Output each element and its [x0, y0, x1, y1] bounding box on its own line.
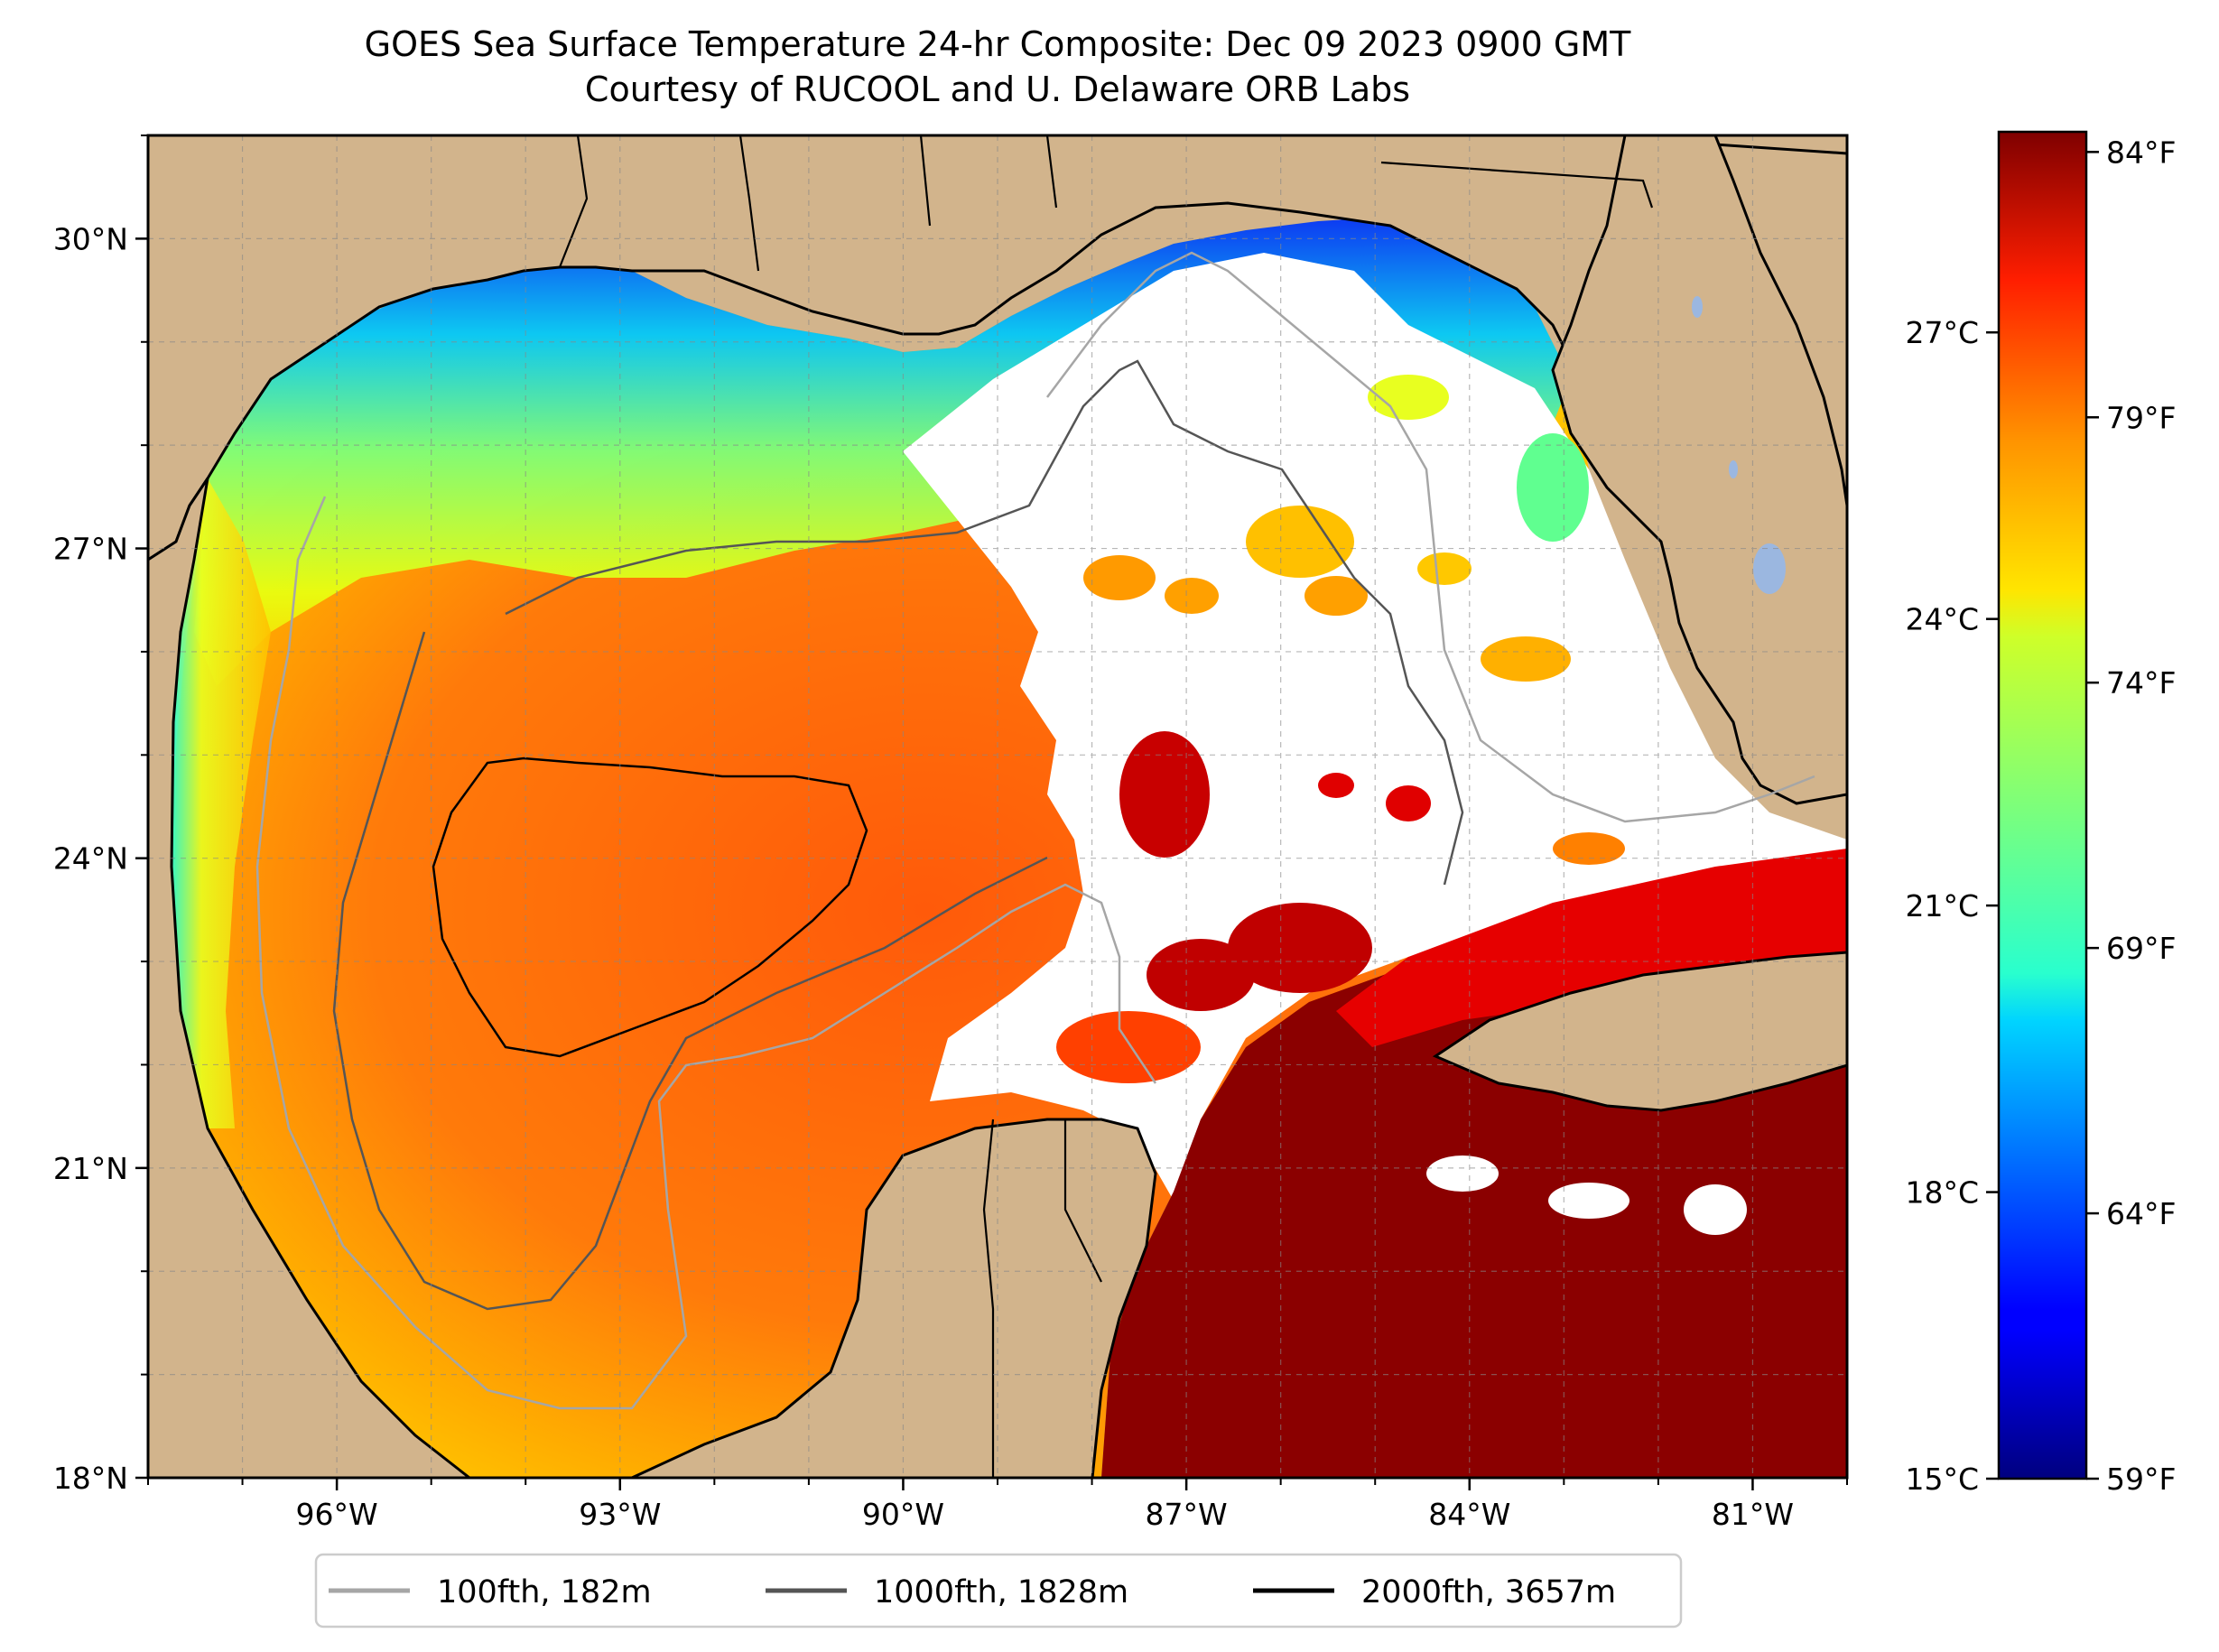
tick-label-lon: 96°W	[296, 1497, 378, 1532]
legend-label-100fth: 100fth, 182m	[437, 1574, 652, 1610]
sst-patch	[1228, 903, 1372, 993]
sst-patch	[1165, 578, 1219, 614]
colorbar-label-c: 15°C	[1905, 1462, 1979, 1497]
tick-label-lon: 93°W	[579, 1497, 661, 1532]
colorbar-label-f: 64°F	[2106, 1196, 2176, 1231]
legend-label-1000fth: 1000fth, 1828m	[874, 1574, 1128, 1610]
tick-label-lat: 24°N	[53, 841, 128, 877]
lake	[1729, 460, 1738, 478]
colorbar-label-f: 69°F	[2106, 931, 2176, 966]
legend-box	[314, 1553, 1683, 1629]
colorbar-label-f: 79°F	[2106, 400, 2176, 435]
colorbar-label-f: 84°F	[2106, 135, 2176, 170]
colorbar-label-f: 74°F	[2106, 665, 2176, 701]
sst-patch	[1368, 375, 1449, 420]
colorbar-label-c: 18°C	[1905, 1175, 1979, 1211]
cloud-patch	[1548, 1183, 1629, 1219]
contour-2000fth	[432, 756, 868, 1058]
sst-patch	[1056, 1011, 1201, 1083]
border-lines	[558, 135, 1654, 1478]
lake	[1692, 296, 1703, 318]
map-axis-ticks: 96°W 93°W 90°W 87°W 84°W 81°W 30°N 27°N 24°N 21°N…	[53, 135, 1848, 1532]
sst-patch	[1553, 832, 1625, 865]
florida-straits-warm-band	[1336, 849, 1847, 1047]
colorbar-ticks: 27°C 24°C 21°C 18°C 15°C 84°F 79°F 74°F 69°F 64°F…	[1905, 135, 2176, 1497]
tick-label-lat: 21°N	[53, 1151, 128, 1186]
contour-100fth	[255, 251, 1815, 1410]
map-title-line-1: GOES Sea Surface Temperature 24-hr Compo…	[364, 24, 1631, 64]
sst-patch	[1246, 506, 1354, 578]
colorbar	[1997, 130, 2088, 1480]
legend-label-2000fth: 2000fth, 3657m	[1361, 1574, 1616, 1610]
tick-label-lat: 30°N	[53, 221, 128, 256]
tick-label-lat: 18°N	[53, 1461, 128, 1496]
cloud-patch	[1684, 1184, 1747, 1235]
sst-patch	[1517, 433, 1589, 542]
sst-patch	[1417, 552, 1472, 585]
land-florida	[1551, 135, 1847, 805]
contour-1000fth	[332, 359, 1464, 1311]
land-yucatan	[631, 1118, 1157, 1478]
colorbar-label-c: 21°C	[1905, 888, 1979, 923]
tick-label-lon: 84°W	[1428, 1497, 1510, 1532]
map-gridlines	[148, 135, 1847, 1478]
sst-patch	[1083, 555, 1156, 600]
sst-patch	[1481, 636, 1571, 682]
colorbar-label-c: 27°C	[1905, 315, 1979, 350]
cloud-no-data-east	[903, 253, 1847, 1201]
contour-legend: 100fth, 182m 1000fth, 1828m 2000fth, 365…	[314, 1553, 1683, 1629]
map-area	[148, 135, 1847, 1478]
colorbar-label-c: 24°C	[1905, 602, 1979, 637]
tick-label-lon: 81°W	[1712, 1497, 1794, 1532]
land-cuba	[1432, 951, 1847, 1112]
land-mexico	[148, 478, 472, 1478]
sst-patch	[1386, 785, 1431, 821]
lake-okeechobee	[1753, 543, 1786, 594]
tick-label-lat: 27°N	[53, 532, 128, 567]
sst-patch	[1119, 731, 1210, 858]
colorbar-label-f: 59°F	[2106, 1462, 2176, 1497]
cloud-patch	[1426, 1155, 1499, 1192]
sst-patch	[1304, 576, 1368, 616]
western-shelf-water	[172, 478, 271, 1128]
tick-label-lon: 90°W	[862, 1497, 944, 1532]
map-title-line-2: Courtesy of RUCOOL and U. Delaware ORB L…	[584, 70, 1411, 109]
tick-label-lon: 87°W	[1146, 1497, 1228, 1532]
sst-patch	[1318, 773, 1354, 798]
sst-patch	[1147, 939, 1255, 1011]
